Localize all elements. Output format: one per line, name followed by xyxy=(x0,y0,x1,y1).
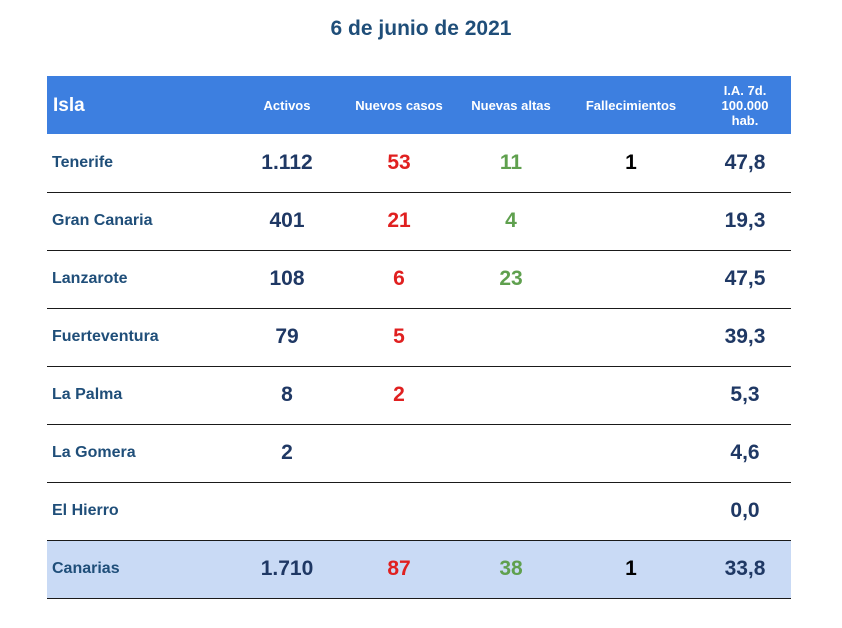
cell-isla: Lanzarote xyxy=(47,250,235,309)
cell-isla: El Hierro xyxy=(47,482,235,541)
header-ia-line3: hab. xyxy=(731,112,759,128)
cell-activos: 1.112 xyxy=(235,134,339,193)
header-nuevos-casos: Nuevos casos xyxy=(355,97,443,113)
table-header-row: Isla Activos Nuevos casos Nuevas altas F… xyxy=(47,76,791,134)
cell-fallecimientos xyxy=(563,482,699,541)
header-isla: Isla xyxy=(53,94,85,116)
cell-nuevas-altas xyxy=(459,308,563,367)
covid-table: Isla Activos Nuevos casos Nuevas altas F… xyxy=(47,76,791,599)
cell-nuevos-casos xyxy=(339,482,459,541)
page-title: 6 de junio de 2021 xyxy=(330,17,512,40)
cell-activos: 8 xyxy=(235,366,339,425)
cell-nuevos-casos: 5 xyxy=(339,308,459,367)
table-total-row: Canarias 1.710 87 38 1 33,8 xyxy=(47,540,791,599)
cell-isla: Fuerteventura xyxy=(47,308,235,367)
table-row: Fuerteventura 79 5 39,3 xyxy=(47,308,791,367)
header-ia: I.A. 7d. 100.000 hab. xyxy=(699,76,791,134)
cell-isla: Gran Canaria xyxy=(47,192,235,251)
cell-nuevos-casos: 53 xyxy=(339,134,459,193)
header-fallecimientos: Fallecimientos xyxy=(585,97,677,113)
table-row: La Gomera 2 4,6 xyxy=(47,424,791,483)
cell-fallecimientos xyxy=(563,308,699,367)
header-nuevas-altas: Nuevas altas xyxy=(471,97,551,113)
table-row: Gran Canaria 401 21 4 19,3 xyxy=(47,192,791,251)
cell-nuevas-altas xyxy=(459,424,563,483)
header-activos: Activos xyxy=(263,97,311,113)
cell-ia: 47,5 xyxy=(699,250,791,309)
cell-fallecimientos xyxy=(563,424,699,483)
table-row: El Hierro 0,0 xyxy=(47,482,791,541)
cell-nuevos-casos: 6 xyxy=(339,250,459,309)
cell-fallecimientos: 1 xyxy=(563,540,699,599)
header-ia-line1: I.A. 7d. xyxy=(723,82,767,98)
cell-activos: 1.710 xyxy=(235,540,339,599)
table-row: Lanzarote 108 6 23 47,5 xyxy=(47,250,791,309)
cell-nuevos-casos: 2 xyxy=(339,366,459,425)
cell-isla: Tenerife xyxy=(47,134,235,193)
cell-ia: 39,3 xyxy=(699,308,791,367)
cell-ia: 19,3 xyxy=(699,192,791,251)
cell-nuevas-altas xyxy=(459,482,563,541)
cell-ia: 4,6 xyxy=(699,424,791,483)
cell-nuevas-altas: 11 xyxy=(459,134,563,193)
cell-fallecimientos: 1 xyxy=(563,134,699,193)
cell-nuevas-altas: 4 xyxy=(459,192,563,251)
cell-nuevas-altas: 23 xyxy=(459,250,563,309)
cell-fallecimientos xyxy=(563,366,699,425)
cell-activos: 2 xyxy=(235,424,339,483)
cell-ia: 5,3 xyxy=(699,366,791,425)
cell-activos: 401 xyxy=(235,192,339,251)
cell-ia: 47,8 xyxy=(699,134,791,193)
cell-isla: Canarias xyxy=(47,540,235,599)
cell-fallecimientos xyxy=(563,192,699,251)
table-row: Tenerife 1.112 53 11 1 47,8 xyxy=(47,134,791,193)
cell-ia: 0,0 xyxy=(699,482,791,541)
header-ia-line2: 100.000 xyxy=(721,97,769,113)
table-row: La Palma 8 2 5,3 xyxy=(47,366,791,425)
cell-fallecimientos xyxy=(563,250,699,309)
cell-activos: 79 xyxy=(235,308,339,367)
cell-nuevos-casos: 21 xyxy=(339,192,459,251)
cell-isla: La Gomera xyxy=(47,424,235,483)
cell-ia: 33,8 xyxy=(699,540,791,599)
cell-nuevas-altas xyxy=(459,366,563,425)
cell-nuevos-casos: 87 xyxy=(339,540,459,599)
cell-nuevas-altas: 38 xyxy=(459,540,563,599)
cell-isla: La Palma xyxy=(47,366,235,425)
cell-activos: 108 xyxy=(235,250,339,309)
cell-activos xyxy=(235,482,339,541)
cell-nuevos-casos xyxy=(339,424,459,483)
